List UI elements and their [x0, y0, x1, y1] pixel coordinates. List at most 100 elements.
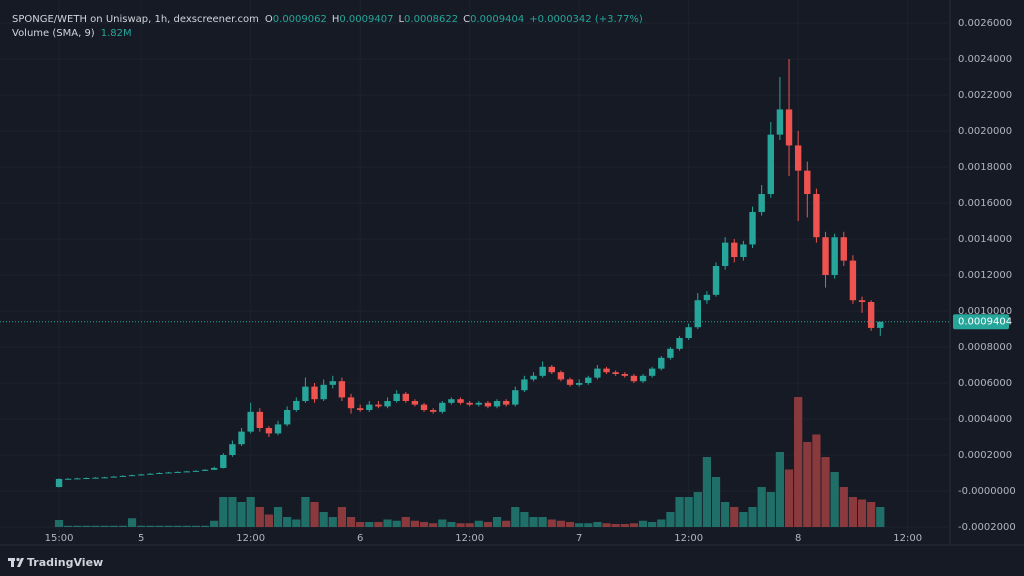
candle-body	[147, 473, 154, 475]
candle-body	[612, 372, 619, 375]
candle-body	[420, 404, 428, 411]
ohlc-value: 0.0009404	[470, 14, 524, 25]
candle-body	[840, 237, 847, 261]
volume-bar	[447, 522, 456, 527]
volume-bar	[803, 442, 812, 527]
legend: SPONGE/WETH on Uniswap, 1h, dexscreener.…	[12, 14, 643, 39]
volume-bar	[419, 522, 429, 527]
volume-bar	[502, 520, 511, 527]
candle-body	[302, 386, 309, 402]
ohlc-value: 0.0009407	[339, 14, 393, 25]
candle-body	[375, 404, 382, 407]
candle-body	[603, 368, 610, 373]
volume-bar	[374, 522, 383, 527]
y-tick-label: 0.0006000	[958, 378, 1012, 389]
volume-bar	[602, 523, 611, 527]
candle-body	[55, 478, 63, 488]
volume-bar	[465, 523, 474, 527]
volume-bar	[556, 520, 566, 527]
candle-body	[858, 300, 866, 303]
candle-body	[256, 411, 263, 429]
volume-bar	[91, 525, 100, 527]
ohlc-letter: O	[265, 14, 273, 25]
candle-body	[493, 401, 501, 407]
y-tick-label: 0.0018000	[958, 162, 1012, 173]
volume-bar	[73, 525, 82, 527]
volume-bar	[648, 522, 657, 527]
volume-bar	[848, 497, 858, 527]
candle-body	[557, 372, 565, 380]
candle-body	[776, 109, 784, 135]
volume-bar	[474, 520, 483, 527]
candle-body	[402, 393, 409, 402]
candle-body	[265, 428, 273, 434]
candle-body	[548, 366, 555, 373]
volume-bar	[118, 525, 128, 527]
volume-bar	[191, 525, 201, 527]
candle-body	[347, 397, 355, 409]
volume-bar	[456, 523, 465, 527]
candle-body	[156, 473, 163, 475]
volume-bar	[547, 519, 556, 527]
candle-body	[366, 404, 373, 411]
volume-bar	[146, 525, 155, 527]
volume-bar	[611, 524, 620, 527]
volume-bar	[310, 502, 319, 527]
volume-bar	[346, 517, 356, 527]
volume-bar	[292, 519, 301, 527]
y-tick-label: 0.0024000	[958, 54, 1012, 65]
candle-body	[685, 327, 692, 339]
candle-body	[877, 321, 884, 328]
x-tick-label: 12:00	[674, 533, 703, 544]
candle-body	[338, 381, 346, 398]
legend-title: SPONGE/WETH on Uniswap, 1h, dexscreener.…	[12, 14, 259, 25]
candle-body	[448, 399, 455, 403]
candle-body	[165, 472, 172, 474]
indicator-name: Volume (SMA, 9)	[12, 28, 95, 39]
indicator-value: 1.82M	[101, 28, 132, 39]
candle-body	[530, 375, 537, 380]
volume-bar	[100, 525, 109, 527]
volume-bar	[565, 522, 575, 527]
volume-bar	[328, 517, 337, 527]
candle-body	[411, 401, 419, 405]
logo-stem	[11, 558, 14, 567]
candle-body	[137, 474, 145, 476]
candle-body	[703, 294, 711, 301]
candle-body	[658, 357, 665, 369]
volume-bar	[693, 492, 702, 527]
candle-body	[283, 410, 291, 425]
candle-body	[457, 399, 464, 403]
volume-bar	[219, 497, 228, 527]
volume-bar	[638, 520, 648, 527]
volume-bar	[182, 525, 191, 527]
y-tick-label: 0.0022000	[958, 90, 1012, 101]
volume-bar	[365, 522, 374, 527]
candle-body	[128, 475, 136, 477]
volume-bar	[766, 492, 775, 527]
ohlc-letter: L	[398, 14, 404, 25]
candle-body	[630, 375, 638, 382]
x-tick-label: 7	[576, 533, 582, 544]
volume-bar	[739, 512, 748, 527]
volume-bar	[127, 518, 137, 527]
last-price-tag	[953, 314, 1009, 330]
brand-name: TradingView	[27, 556, 103, 569]
volume-bar	[273, 507, 283, 527]
candle-body	[575, 383, 583, 385]
candle-body	[475, 402, 482, 405]
candle-body	[429, 410, 437, 412]
candle-body	[484, 402, 492, 407]
y-tick-label: 0.0020000	[958, 126, 1012, 137]
volume-bar	[867, 502, 876, 527]
last-price-label: 0.0009404	[958, 317, 1012, 328]
volume-bar	[356, 522, 365, 527]
logo-slash	[17, 558, 24, 567]
candle-body	[731, 242, 738, 258]
y-tick-label: 0.0014000	[958, 234, 1012, 245]
volume-bar	[511, 507, 520, 527]
y-tick-label: 0.0012000	[958, 270, 1012, 281]
candle-body	[83, 478, 90, 480]
